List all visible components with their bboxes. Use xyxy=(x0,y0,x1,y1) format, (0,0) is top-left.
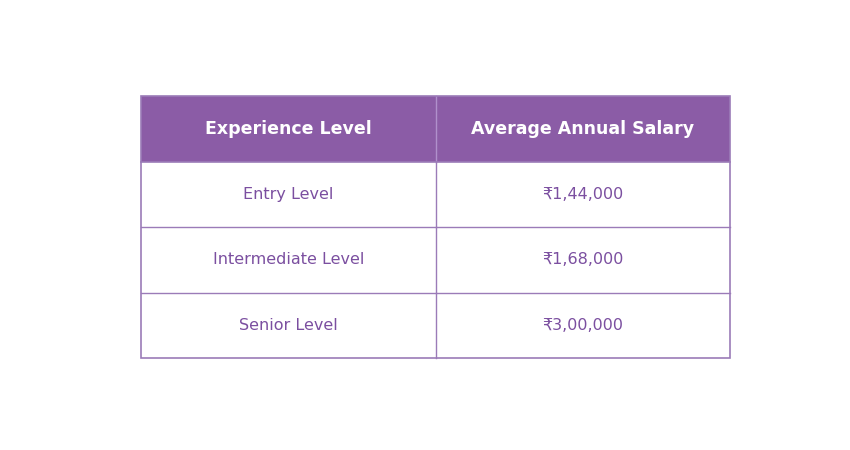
Text: Senior Level: Senior Level xyxy=(239,318,337,333)
Bar xyxy=(141,96,730,358)
Text: ₹1,44,000: ₹1,44,000 xyxy=(542,187,624,202)
Text: Entry Level: Entry Level xyxy=(243,187,333,202)
Text: Experience Level: Experience Level xyxy=(205,120,371,138)
Bar xyxy=(141,96,730,358)
Text: Intermediate Level: Intermediate Level xyxy=(212,252,364,267)
Text: Average Annual Salary: Average Annual Salary xyxy=(471,120,694,138)
Text: ₹1,68,000: ₹1,68,000 xyxy=(542,252,624,267)
Text: ₹3,00,000: ₹3,00,000 xyxy=(542,318,623,333)
Bar xyxy=(141,96,730,162)
